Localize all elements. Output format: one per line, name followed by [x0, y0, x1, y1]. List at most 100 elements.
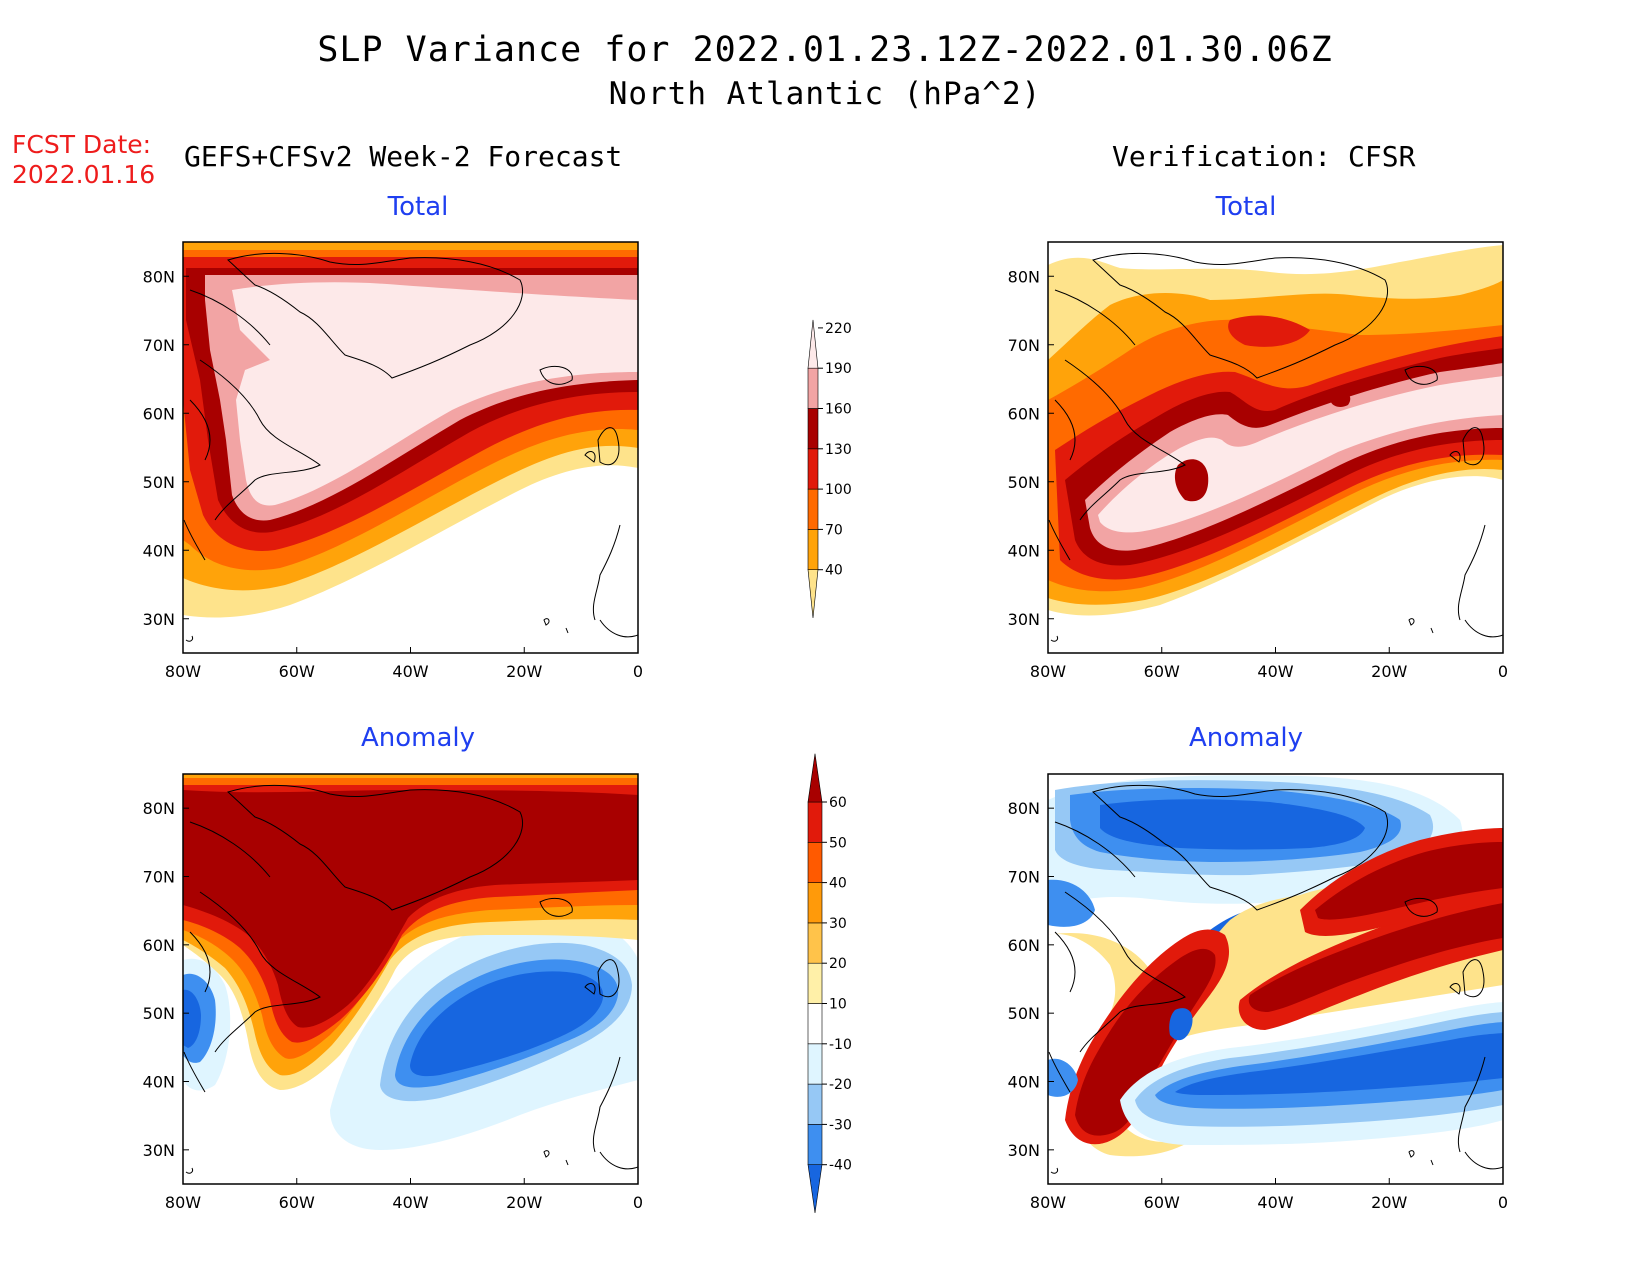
- x-tick-label: 0: [1498, 662, 1508, 681]
- y-tick-label: 30N: [143, 610, 175, 629]
- coastlines: [1048, 784, 1503, 1174]
- x-tick-label: 20W: [1371, 1193, 1407, 1212]
- colorbar-segment: [807, 922, 823, 964]
- colorbar-label: -20: [829, 1077, 852, 1093]
- colorbar-segment: [807, 1124, 823, 1166]
- y-tick-label: 80N: [143, 799, 175, 818]
- y-tick-label: 60N: [143, 404, 175, 423]
- chart-subtitle: North Atlantic (hPa^2): [608, 76, 1042, 112]
- colorbar-label: -10: [829, 1037, 852, 1053]
- colorbar-segment: [807, 882, 823, 924]
- y-tick-label: 70N: [1008, 336, 1040, 355]
- x-tick-label: 60W: [279, 1193, 315, 1212]
- y-tick-label: 60N: [1008, 936, 1040, 955]
- colorbar-segment: [807, 1164, 823, 1214]
- chart-title: SLP Variance for 2022.01.23.12Z-2022.01.…: [317, 30, 1333, 70]
- y-tick-label: 50N: [1008, 1004, 1040, 1023]
- y-tick-label: 60N: [1008, 404, 1040, 423]
- coastlines: [183, 252, 638, 642]
- fcst-date-value: 2022.01.16: [12, 160, 156, 189]
- verification-column-heading: Verification: CFSR: [1112, 140, 1416, 173]
- colorbar-segment: [807, 962, 823, 1004]
- x-tick-label: 20W: [1371, 662, 1407, 681]
- y-tick-label: 40N: [143, 541, 175, 560]
- axis-ticks-tr: 80W 60W 40W 20W 0 80N 70N 60N 50N 40N 30N: [1008, 267, 1508, 681]
- coastlines: [1048, 252, 1503, 642]
- x-tick-label: 40W: [392, 662, 428, 681]
- y-tick-label: 40N: [143, 1073, 175, 1092]
- map-forecast-total: [183, 242, 638, 653]
- colorbar-segment: [807, 569, 819, 619]
- x-tick-label: 0: [633, 1193, 643, 1212]
- y-tick-label: 40N: [1008, 541, 1040, 560]
- colorbar-segment: [807, 319, 819, 369]
- panel-title-forecast-total: Total: [387, 192, 449, 222]
- colorbar-segment: [807, 841, 823, 883]
- x-tick-label: 0: [633, 662, 643, 681]
- panel-title-verification-anomaly: Anomaly: [1188, 723, 1304, 753]
- colorbar-segment: [807, 408, 819, 450]
- x-tick-label: 0: [1498, 1193, 1508, 1212]
- x-tick-label: 80W: [1030, 1193, 1066, 1212]
- colorbar-total: 40 70 100 130 160 190 220: [807, 319, 852, 619]
- y-tick-label: 50N: [143, 473, 175, 492]
- colorbar-label: 130: [825, 442, 852, 458]
- x-tick-label: 60W: [1144, 662, 1180, 681]
- colorbar-segment: [807, 1043, 823, 1085]
- colorbar-segment: [807, 801, 823, 843]
- colorbar-segment: [807, 367, 819, 409]
- x-tick-label: 80W: [1030, 662, 1066, 681]
- colorbar-label: 160: [825, 402, 852, 418]
- y-tick-label: 50N: [1008, 473, 1040, 492]
- colorbar-segment: [807, 753, 823, 803]
- x-tick-label: 40W: [1257, 1193, 1293, 1212]
- colorbar-label: 220: [825, 321, 852, 337]
- colorbar-segment: [807, 1083, 823, 1125]
- x-tick-label: 60W: [1144, 1193, 1180, 1212]
- colorbar-segment: [807, 448, 819, 490]
- y-tick-label: 70N: [1008, 868, 1040, 887]
- colorbar-label: 10: [829, 997, 847, 1013]
- x-tick-label: 40W: [1257, 662, 1293, 681]
- colorbar-label: 40: [825, 563, 843, 579]
- y-tick-label: 70N: [143, 868, 175, 887]
- fcst-date-label: FCST Date:: [12, 130, 152, 159]
- y-tick-label: 80N: [1008, 267, 1040, 286]
- axis-ticks-br: 80W 60W 40W 20W 0 80N 70N 60N 50N 40N 30N: [1008, 799, 1508, 1212]
- colorbar-label: 20: [829, 956, 847, 972]
- colorbar-segment: [807, 529, 819, 571]
- colorbar-segment: [807, 488, 819, 530]
- y-tick-label: 30N: [143, 1141, 175, 1160]
- colorbar-label: -40: [829, 1158, 852, 1174]
- map-forecast-anomaly: [183, 774, 638, 1184]
- colorbar-label: 50: [829, 835, 847, 851]
- colorbar-label: 100: [825, 482, 852, 498]
- y-tick-label: 80N: [1008, 799, 1040, 818]
- axis-ticks-tl: 80W 60W 40W 20W 0 80N 70N 60N 50N 40N 30N: [143, 267, 643, 681]
- colorbar-anomaly: -40 -30 -20 -10 10 20 30 40 50 60: [807, 753, 852, 1214]
- colorbar-label: 60: [829, 795, 847, 811]
- y-tick-label: 80N: [143, 267, 175, 286]
- x-tick-label: 20W: [506, 662, 542, 681]
- x-tick-label: 80W: [165, 1193, 201, 1212]
- map-verification-total: [1048, 242, 1503, 653]
- panel-title-forecast-anomaly: Anomaly: [360, 723, 476, 753]
- y-tick-label: 60N: [143, 936, 175, 955]
- colorbar-label: 30: [829, 916, 847, 932]
- x-tick-label: 60W: [279, 662, 315, 681]
- y-tick-label: 40N: [1008, 1073, 1040, 1092]
- panel-title-verification-total: Total: [1215, 192, 1277, 222]
- x-tick-label: 80W: [165, 662, 201, 681]
- colorbar-label: 40: [829, 876, 847, 892]
- y-tick-label: 70N: [143, 336, 175, 355]
- colorbar-label: -30: [829, 1117, 852, 1133]
- y-tick-label: 30N: [1008, 1141, 1040, 1160]
- y-tick-label: 50N: [143, 1004, 175, 1023]
- colorbar-label: 70: [825, 522, 843, 538]
- colorbar-label: 190: [825, 361, 852, 377]
- x-tick-label: 20W: [506, 1193, 542, 1212]
- map-verification-anomaly: [1048, 774, 1503, 1184]
- forecast-column-heading: GEFS+CFSv2 Week-2 Forecast: [184, 140, 623, 173]
- y-tick-label: 30N: [1008, 610, 1040, 629]
